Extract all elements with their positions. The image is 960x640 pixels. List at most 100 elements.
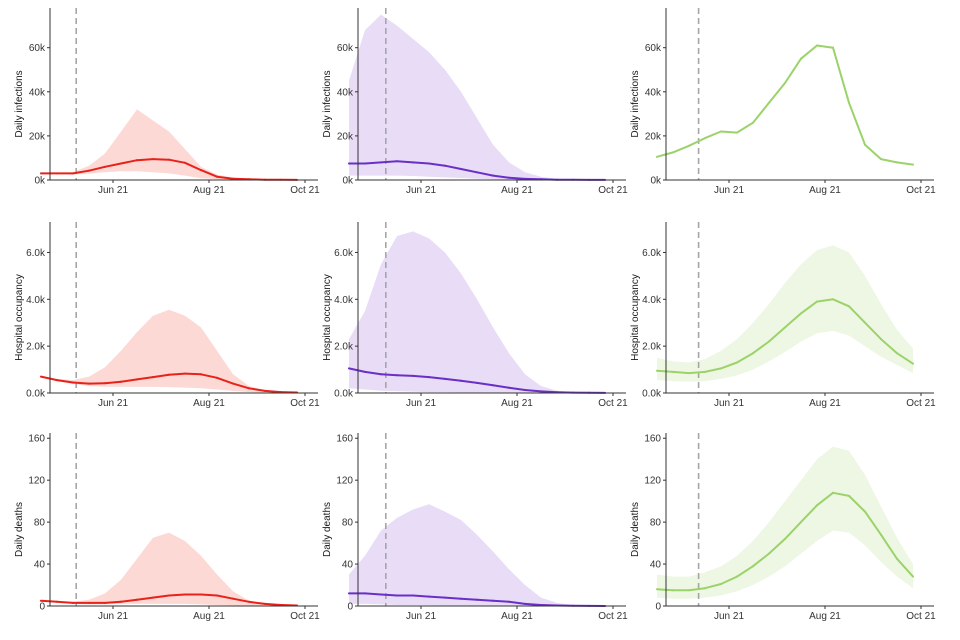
data-point [832,298,834,301]
data-point [848,305,850,308]
series-line-segment [656,369,674,373]
y-tick-label: 120 [336,476,353,487]
y-tick-label: 60k [29,43,46,54]
x-tick-label: Jun 21 [98,185,128,196]
data-point [104,165,106,168]
series-line-segment [864,321,882,341]
data-point [880,533,882,536]
series-line-segment [816,491,834,507]
data-point [56,379,58,381]
y-axis-label: Daily deaths [630,502,641,557]
data-point [848,101,850,104]
y-tick-label: 40 [650,560,662,571]
data-point [120,162,122,165]
series-line-segment [444,596,462,600]
series-line-segment [168,593,186,597]
data-point [736,131,738,134]
data-point [40,172,42,175]
data-point [832,46,834,49]
data-point [492,384,494,387]
data-point [248,600,250,603]
y-axis-label: Daily deaths [322,502,333,557]
series-line-segment [704,583,722,590]
data-point [768,101,770,104]
series-line-segment [460,168,478,174]
y-tick-label: 40 [342,560,354,571]
data-point [912,362,914,365]
x-tick-label: Aug 21 [501,398,533,409]
data-point [816,504,818,507]
data-point [364,592,366,595]
series-line-segment [248,387,266,392]
data-point [136,598,138,601]
series-line-segment [816,44,834,49]
series-line-segment [216,594,234,600]
panel-r2-c3: 0.0k 2.0k 4.0k 6.0k Jun 21 Aug 21 Oct 21 Hospit… [630,222,936,409]
data-point [168,158,170,161]
y-tick-label: 120 [644,476,661,487]
panel-r3-c1: 0 40 80 120 160 Jun 21 Aug 21 Oct 21 Daily death… [14,433,320,622]
series-line-segment [120,159,138,165]
series-line-segment [524,602,542,606]
y-tick-label: 2.0k [642,342,662,353]
series-line-segment [800,44,818,60]
x-tick-label: Jun 21 [98,611,128,622]
data-point [136,159,138,162]
uncertainty-band [349,504,605,606]
x-tick-label: Oct 21 [598,185,628,196]
data-point [720,130,722,133]
data-point [736,361,738,364]
x-tick-label: Aug 21 [809,185,841,196]
panel-r1-c1: 0k 20k 40k 60k Jun 21 Aug 21 Oct 21 Daily infec… [14,8,320,196]
data-point [200,373,202,376]
data-point [800,521,802,523]
data-point [40,599,42,602]
data-point [688,589,690,592]
y-tick-label: 40k [337,87,354,98]
series-line-segment [184,372,202,376]
data-point [912,575,914,578]
data-point [672,151,674,154]
y-tick-label: 60k [645,43,662,54]
data-point [476,598,478,601]
x-tick-label: Aug 21 [809,611,841,622]
series-line-segment [460,597,478,601]
data-point [800,57,802,60]
series-line-segment [168,158,186,164]
data-point [460,168,462,170]
uncertainty-band [349,14,605,180]
series-line-segment [120,598,138,603]
data-point [248,387,250,390]
data-point [736,575,738,578]
data-point [896,557,898,560]
series-line-segment [444,164,462,170]
series-line-segment [428,162,446,167]
y-axis-label: Daily deaths [14,502,25,557]
data-point [656,588,658,591]
data-point [216,376,218,379]
data-point [816,44,818,47]
series-line-segment [232,597,250,603]
series-line-segment [832,46,850,104]
y-axis-label: Hospital occupancy [14,274,25,361]
data-point [380,373,382,376]
x-tick-label: Oct 21 [290,185,320,196]
series-line-segment [896,352,914,365]
y-tick-label: 6.0k [642,248,662,259]
data-point [524,178,526,180]
series-line-segment [168,372,186,376]
data-point [412,161,414,164]
data-point [88,169,90,172]
data-point [656,369,658,372]
series-line-segment [800,504,818,524]
data-point [768,340,770,343]
data-point [784,82,786,84]
series-line-segment [264,389,282,394]
x-tick-label: Jun 21 [406,611,436,622]
data-point [864,510,866,513]
data-point [524,603,526,605]
series-line-segment [832,298,850,308]
x-tick-label: Aug 21 [193,611,225,622]
y-tick-label: 4.0k [334,295,354,306]
data-point [428,376,430,378]
